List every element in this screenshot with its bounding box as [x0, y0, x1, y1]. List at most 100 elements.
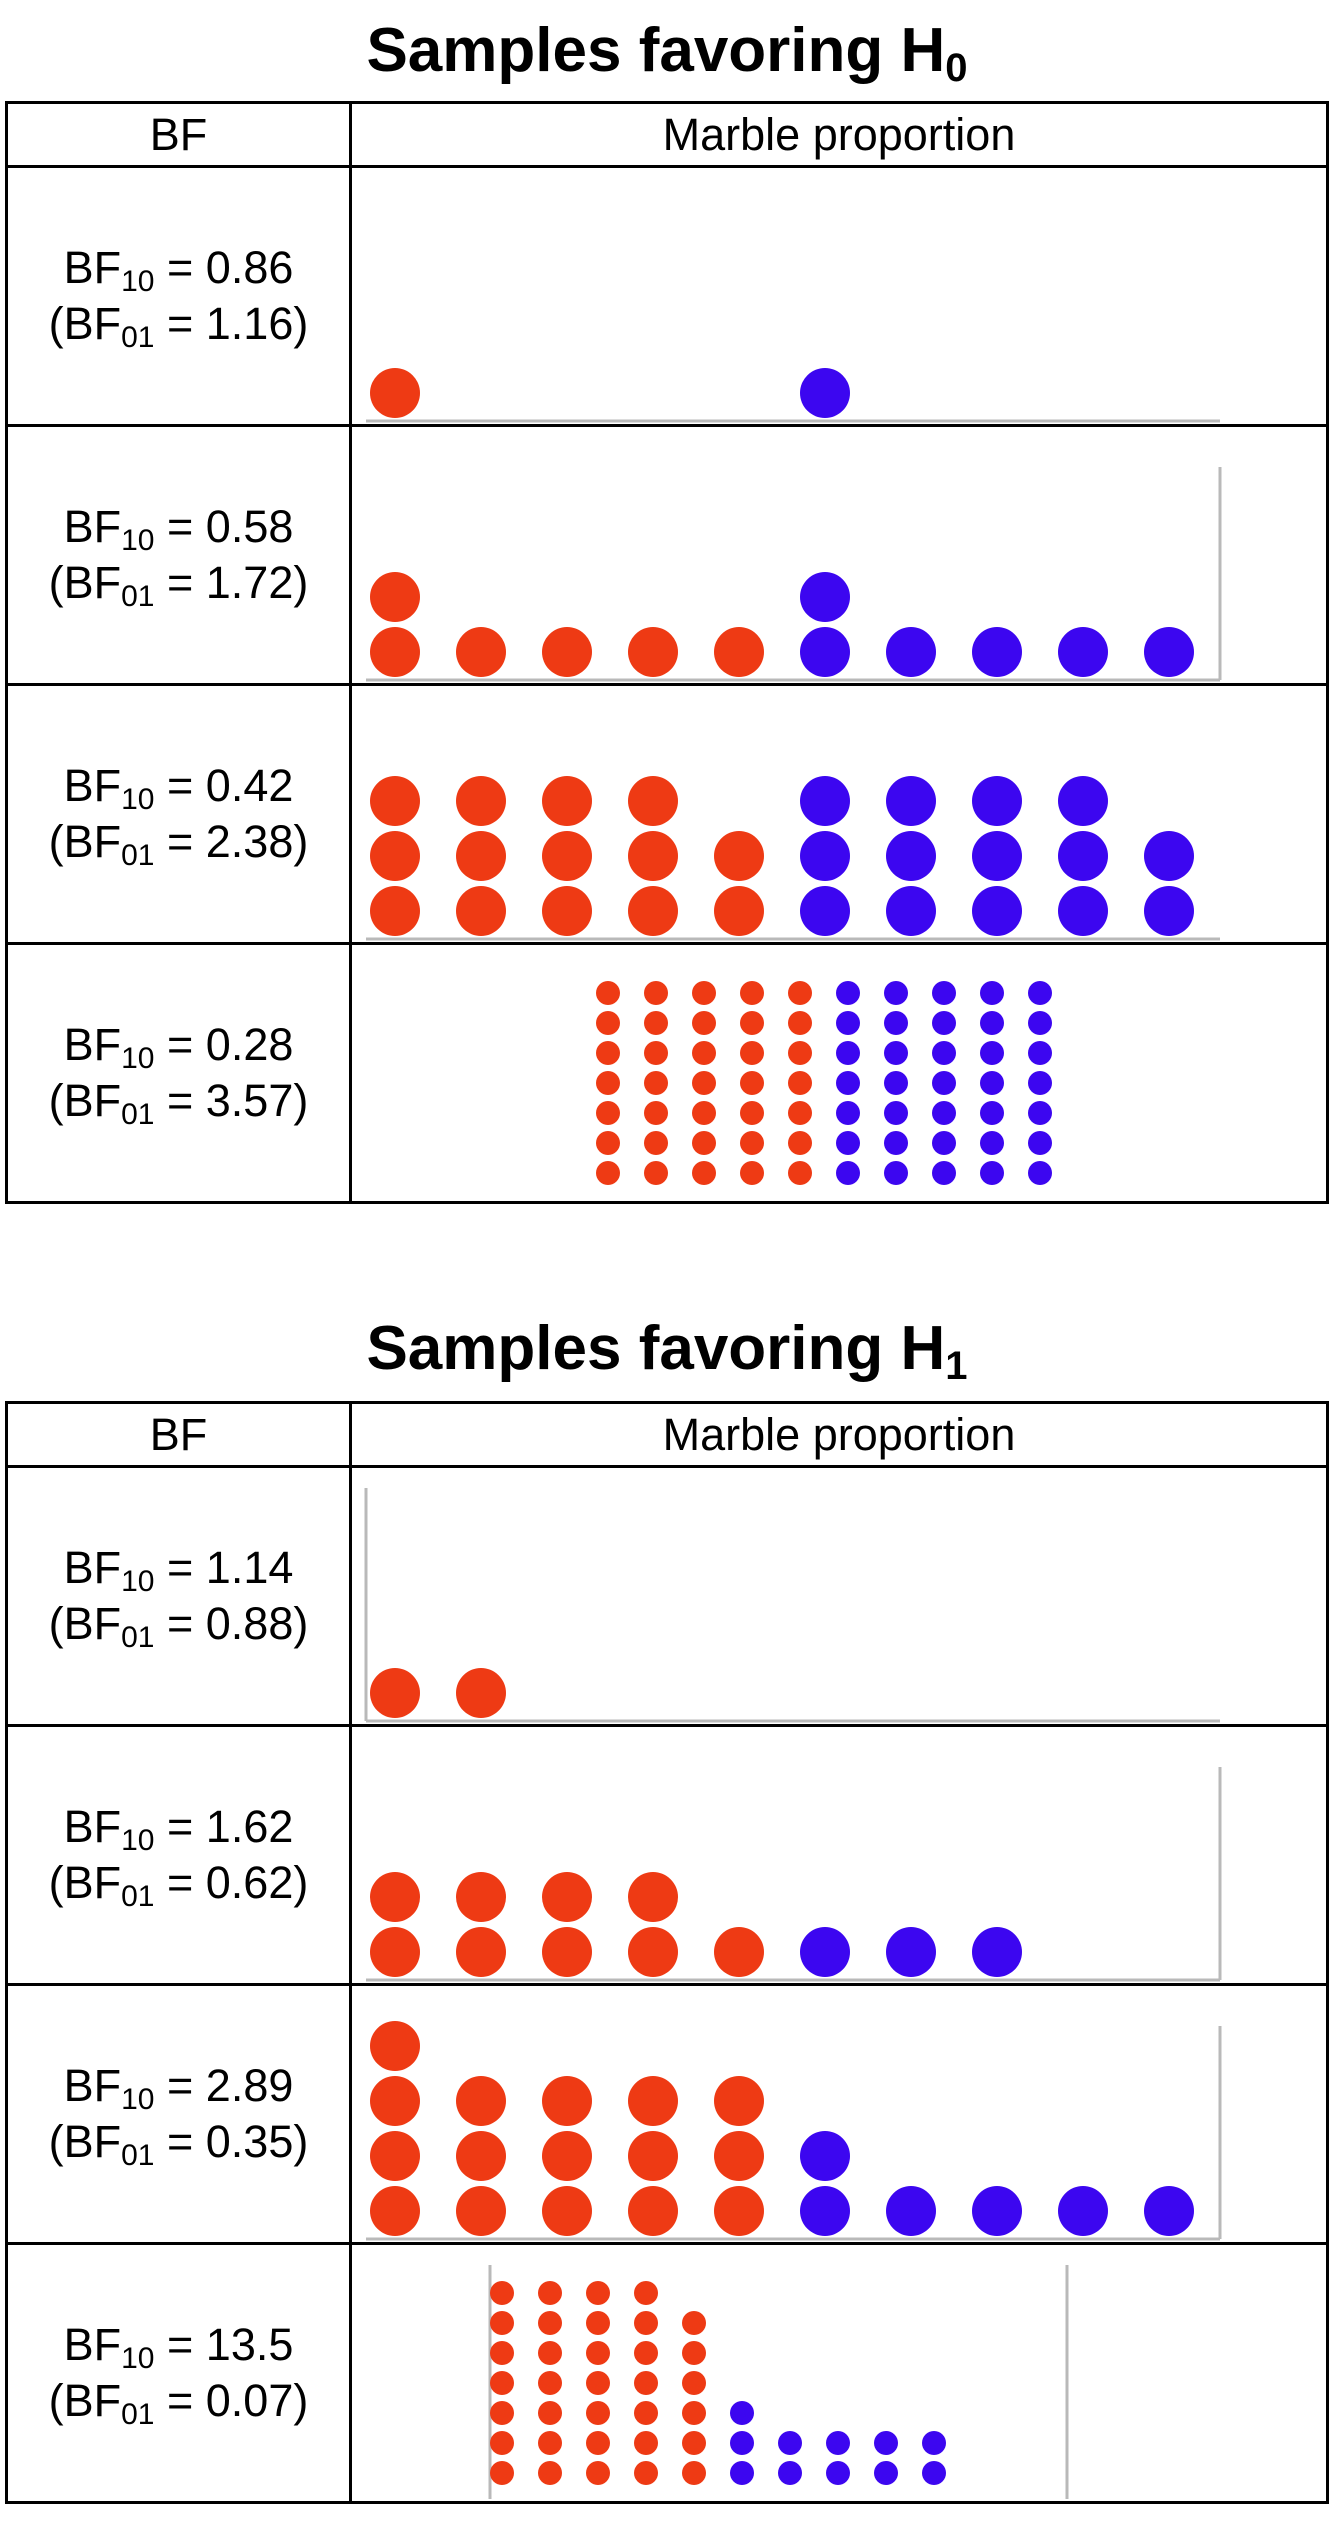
- red-marble: [538, 2401, 562, 2425]
- header-bf: BF: [5, 101, 352, 168]
- blue-marble: [972, 2186, 1022, 2236]
- bf10-line: BF10 = 13.5: [8, 2317, 349, 2375]
- blue-marble: [886, 2186, 936, 2236]
- bf01-prefix: (BF: [48, 1598, 122, 1649]
- red-marble: [628, 886, 678, 936]
- bf01-value: 0.62: [205, 1857, 294, 1908]
- bf01-prefix: (BF: [48, 2375, 122, 2426]
- red-marble: [682, 2341, 706, 2365]
- red-marble: [644, 1161, 668, 1185]
- red-marble: [644, 1071, 668, 1095]
- bf01-value: 0.88: [205, 1598, 294, 1649]
- red-marble: [456, 831, 506, 881]
- blue-marble: [884, 1041, 908, 1065]
- blue-marble: [932, 1071, 956, 1095]
- blue-marble: [1144, 886, 1194, 936]
- bf10-subscript: 10: [121, 2342, 155, 2375]
- bf10-subscript: 10: [121, 1565, 155, 1598]
- equals-sign: =: [154, 2116, 206, 2167]
- blue-marble: [1028, 1041, 1052, 1065]
- red-marble: [628, 831, 678, 881]
- blue-marble: [1144, 831, 1194, 881]
- marble-plot-cell: [349, 1983, 1329, 2245]
- marble-plot-cell: [349, 165, 1329, 427]
- red-marble: [634, 2281, 658, 2305]
- bf10-prefix: BF: [63, 2319, 122, 2370]
- blue-marble: [886, 776, 936, 826]
- header-bf: BF: [5, 1401, 352, 1468]
- bf01-subscript: 01: [121, 2139, 155, 2172]
- red-marble: [586, 2281, 610, 2305]
- red-marble: [456, 2131, 506, 2181]
- red-marble: [538, 2341, 562, 2365]
- bf01-value: 0.35: [205, 2116, 294, 2167]
- bf01-subscript: 01: [121, 839, 155, 872]
- section-title-subscript: 0: [945, 46, 968, 90]
- red-marble: [586, 2341, 610, 2365]
- red-marble: [714, 627, 764, 677]
- red-marble: [586, 2401, 610, 2425]
- bf01-subscript: 01: [121, 1621, 155, 1654]
- red-marble: [714, 831, 764, 881]
- bf10-subscript: 10: [121, 783, 155, 816]
- section-title-h0: Samples favoring H0: [0, 20, 1334, 89]
- red-marble: [788, 1161, 812, 1185]
- bf10-subscript: 10: [121, 1042, 155, 1075]
- red-marble: [634, 2311, 658, 2335]
- blue-marble: [980, 1011, 1004, 1035]
- bf10-prefix: BF: [63, 1019, 122, 1070]
- blue-marble: [884, 1161, 908, 1185]
- table-row: BF10 = 0.42 (BF01 = 2.38): [5, 683, 1329, 945]
- marble-plot: [364, 1488, 1220, 1723]
- blue-marble: [874, 2461, 898, 2485]
- bf-cell: BF10 = 2.89 (BF01 = 0.35): [5, 1983, 352, 2245]
- blue-marble: [932, 1161, 956, 1185]
- red-marble: [490, 2311, 514, 2335]
- red-marble: [596, 1041, 620, 1065]
- equals-sign: =: [154, 1598, 206, 1649]
- blue-marble: [932, 1131, 956, 1155]
- red-marble: [586, 2311, 610, 2335]
- red-marble: [740, 1041, 764, 1065]
- marble-plot-cell: [349, 942, 1329, 1204]
- red-marble: [370, 2021, 420, 2071]
- blue-marble: [932, 1101, 956, 1125]
- red-marble: [542, 2131, 592, 2181]
- bf01-line: (BF01 = 0.88): [8, 1596, 349, 1654]
- red-marble: [692, 1131, 716, 1155]
- blue-marble: [800, 776, 850, 826]
- blue-marble: [932, 1041, 956, 1065]
- red-marble: [788, 981, 812, 1005]
- blue-marble: [778, 2461, 802, 2485]
- bf10-value: 0.86: [205, 242, 294, 293]
- blue-marble: [800, 2131, 850, 2181]
- bf10-line: BF10 = 0.58: [8, 499, 349, 556]
- bf01-prefix: (BF: [48, 298, 122, 349]
- red-marble: [370, 368, 420, 418]
- red-marble: [644, 1101, 668, 1125]
- red-marble: [542, 627, 592, 677]
- table-h0: BF Marble proportion BF10 = 0.86 (BF01 = …: [5, 101, 1329, 1204]
- bf01-prefix: (BF: [48, 2116, 122, 2167]
- bf01-subscript: 01: [121, 1880, 155, 1913]
- blue-marble: [980, 981, 1004, 1005]
- marble-plot-cell: [349, 424, 1329, 686]
- blue-marble: [884, 1131, 908, 1155]
- bf01-value: 1.72: [205, 557, 294, 608]
- blue-marble: [874, 2431, 898, 2455]
- table-row: BF10 = 2.89 (BF01 = 0.35): [5, 1983, 1329, 2245]
- red-marble: [628, 2076, 678, 2126]
- bf01-value: 1.16: [205, 298, 294, 349]
- red-marble: [692, 1041, 716, 1065]
- blue-marble: [730, 2431, 754, 2455]
- marble-plot: [596, 981, 1052, 1185]
- blue-marble: [1144, 627, 1194, 677]
- bf10-line: BF10 = 1.62: [8, 1799, 349, 1856]
- blue-marble: [980, 1041, 1004, 1065]
- marble-plot-cell: [349, 1724, 1329, 1986]
- bf10-line: BF10 = 0.42: [8, 758, 349, 816]
- red-marble: [370, 1668, 420, 1718]
- close-paren: ): [293, 2116, 309, 2167]
- red-marble: [628, 2186, 678, 2236]
- red-marble: [596, 1101, 620, 1125]
